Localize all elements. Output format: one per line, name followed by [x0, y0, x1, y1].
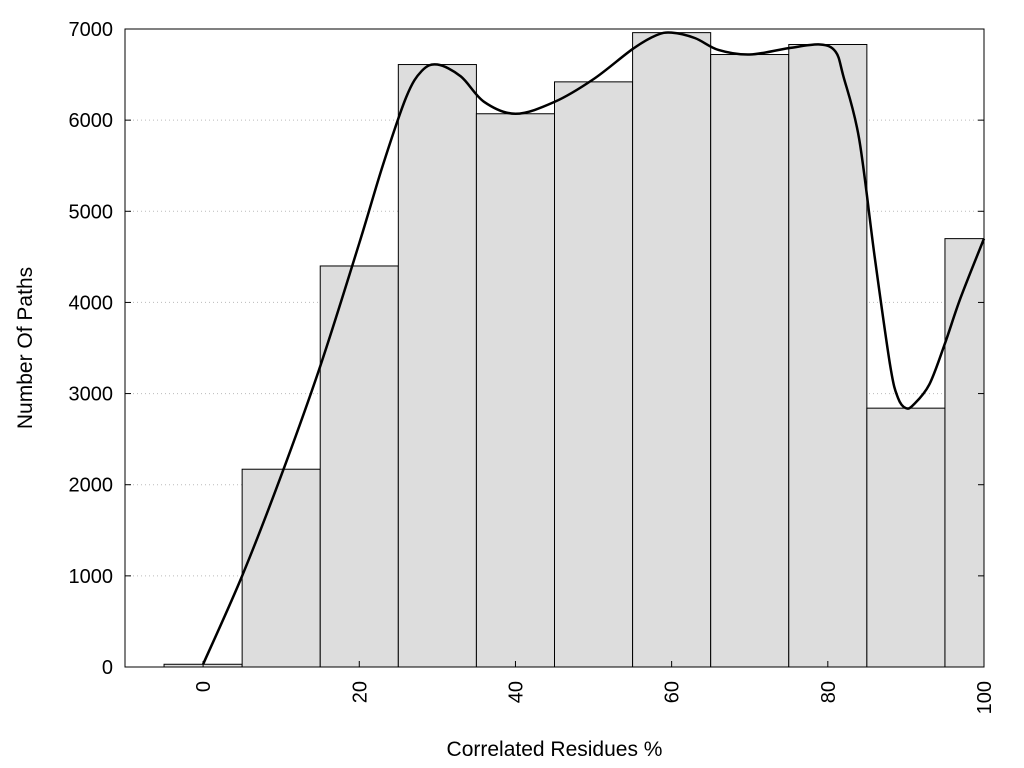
bar — [554, 81, 634, 668]
bar — [475, 113, 555, 668]
y-axis-title: Number Of Paths — [14, 267, 37, 429]
y-tick-label: 6000 — [69, 110, 114, 132]
bar — [866, 407, 946, 668]
x-tick-label: 80 — [818, 681, 840, 703]
x-tick-label: 60 — [662, 681, 684, 703]
y-tick-label: 2000 — [69, 475, 114, 497]
y-tick-label: 7000 — [69, 19, 114, 41]
y-axis-ticks: 0 1000 2000 3000 4000 5000 6000 7000 — [69, 19, 984, 679]
x-tick-label: 0 — [193, 681, 215, 692]
smoothed-curve — [201, 31, 986, 665]
bar — [319, 265, 399, 668]
y-tick-label: 1000 — [69, 566, 114, 588]
x-axis-ticks: 0 20 40 60 80 100 — [193, 661, 996, 714]
bar — [788, 43, 868, 668]
bar — [632, 32, 712, 668]
x-tick-label: 40 — [505, 681, 527, 703]
bar — [241, 468, 321, 668]
y-tick-label: 0 — [102, 657, 113, 679]
x-axis-title: Correlated Residues % — [447, 738, 663, 761]
bar — [710, 54, 790, 668]
x-tick-label: 100 — [974, 681, 996, 714]
bars — [163, 32, 985, 668]
x-tick-label: 20 — [349, 681, 371, 703]
y-tick-label: 3000 — [69, 384, 114, 406]
bar — [397, 64, 477, 668]
y-tick-label: 5000 — [69, 201, 114, 223]
plot-frame — [124, 28, 985, 668]
y-tick-label: 4000 — [69, 292, 114, 314]
